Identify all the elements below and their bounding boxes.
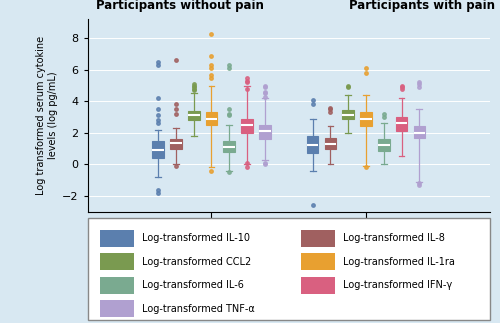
Text: Participants with pain: Participants with pain — [349, 0, 495, 12]
PathPatch shape — [224, 141, 235, 152]
Text: Log-transformed IL-1ra: Log-transformed IL-1ra — [343, 257, 455, 267]
Y-axis label: Log transformed serum cytokine
levels (log pg/mL): Log transformed serum cytokine levels (l… — [36, 36, 58, 195]
Text: Log-transformed IL-8: Log-transformed IL-8 — [343, 234, 445, 243]
PathPatch shape — [414, 127, 425, 138]
PathPatch shape — [241, 119, 253, 133]
Text: Log-transformed TNF-α: Log-transformed TNF-α — [142, 304, 254, 314]
Text: Participants without pain: Participants without pain — [96, 0, 264, 12]
Bar — [301, 253, 335, 270]
Bar — [100, 230, 134, 247]
PathPatch shape — [324, 138, 336, 149]
PathPatch shape — [188, 111, 200, 120]
Text: Log-transformed IL-10: Log-transformed IL-10 — [142, 234, 250, 243]
PathPatch shape — [360, 112, 372, 127]
Bar — [100, 276, 134, 294]
Bar — [301, 230, 335, 247]
PathPatch shape — [342, 110, 354, 120]
Bar — [100, 300, 134, 317]
PathPatch shape — [307, 136, 318, 153]
PathPatch shape — [396, 117, 407, 131]
FancyBboxPatch shape — [88, 218, 490, 320]
PathPatch shape — [170, 139, 182, 149]
PathPatch shape — [259, 125, 270, 139]
Text: Log-transformed CCL2: Log-transformed CCL2 — [142, 257, 251, 267]
PathPatch shape — [206, 112, 218, 125]
PathPatch shape — [152, 141, 164, 158]
Bar — [301, 276, 335, 294]
Text: Log-transformed IL-6: Log-transformed IL-6 — [142, 280, 244, 290]
Text: Log-transformed IFN-γ: Log-transformed IFN-γ — [343, 280, 452, 290]
PathPatch shape — [378, 139, 390, 151]
Bar — [100, 253, 134, 270]
